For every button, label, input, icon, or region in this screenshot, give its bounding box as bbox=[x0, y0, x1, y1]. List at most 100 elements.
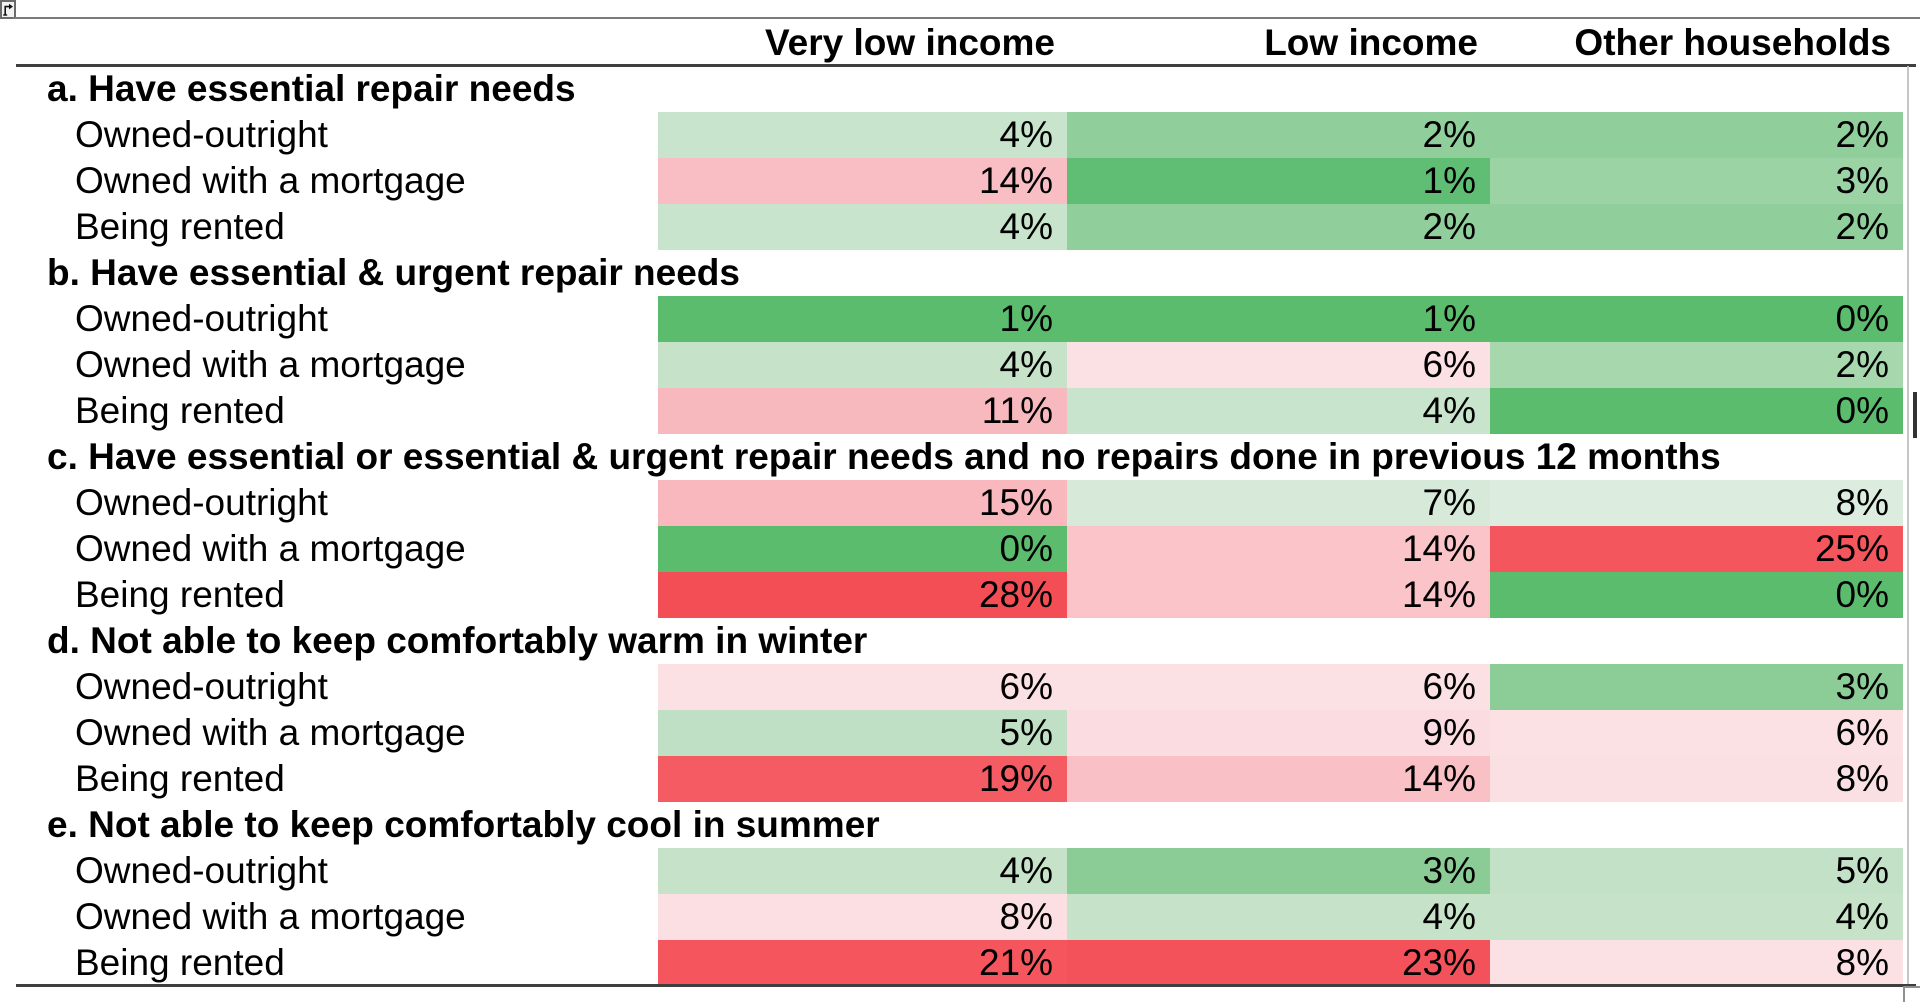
corner-resize-box[interactable] bbox=[1903, 986, 1920, 1002]
header-row: Very low income Low income Other househo… bbox=[16, 20, 1903, 66]
row-label-cell[interactable]: Owned-outright bbox=[75, 298, 328, 339]
bent-arrow-icon[interactable] bbox=[0, 0, 16, 19]
value-cell[interactable]: 1% bbox=[1067, 296, 1490, 342]
value-cell[interactable]: 23% bbox=[1067, 940, 1490, 986]
value-cell[interactable]: 14% bbox=[1067, 526, 1490, 572]
value-cell[interactable]: 14% bbox=[1067, 756, 1490, 802]
value-cell[interactable]: 0% bbox=[658, 526, 1067, 572]
row-label-cell[interactable]: Owned with a mortgage bbox=[75, 344, 466, 385]
column-header-low-income: Low income bbox=[1264, 22, 1478, 63]
value-cell[interactable]: 8% bbox=[1490, 756, 1903, 802]
value-cell[interactable]: 0% bbox=[1490, 296, 1903, 342]
row-label-cell[interactable]: Owned-outright bbox=[75, 482, 328, 523]
value-cell[interactable]: 5% bbox=[1490, 848, 1903, 894]
value-cell[interactable]: 4% bbox=[658, 848, 1067, 894]
top-rule bbox=[13, 17, 1920, 19]
table-row: Being rented 4% 2% 2% bbox=[16, 204, 1903, 250]
section-title-row: b. Have essential & urgent repair needs bbox=[16, 250, 1903, 296]
value-cell[interactable]: 2% bbox=[1490, 342, 1903, 388]
row-label-cell[interactable]: Owned with a mortgage bbox=[75, 896, 466, 937]
value-cell[interactable]: 2% bbox=[1067, 112, 1490, 158]
value-cell[interactable]: 2% bbox=[1490, 204, 1903, 250]
section-title: e. Not able to keep comfortably cool in … bbox=[47, 804, 880, 845]
section-title: a. Have essential repair needs bbox=[47, 68, 576, 109]
value-cell[interactable]: 4% bbox=[1067, 894, 1490, 940]
value-cell[interactable]: 6% bbox=[1490, 710, 1903, 756]
row-label-cell[interactable]: Owned with a mortgage bbox=[75, 160, 466, 201]
table-row: Being rented 11% 4% 0% bbox=[16, 388, 1903, 434]
table-row: Owned with a mortgage 0% 14% 25% bbox=[16, 526, 1903, 572]
row-label-cell[interactable]: Owned-outright bbox=[75, 114, 328, 155]
row-label-cell[interactable]: Being rented bbox=[75, 574, 285, 615]
value-cell[interactable]: 6% bbox=[1067, 342, 1490, 388]
table-row: Owned with a mortgage 5% 9% 6% bbox=[16, 710, 1903, 756]
table-row: Owned-outright 4% 2% 2% bbox=[16, 112, 1903, 158]
table-row: Being rented 21% 23% 8% bbox=[16, 940, 1903, 986]
value-cell[interactable]: 0% bbox=[1490, 572, 1903, 618]
value-cell[interactable]: 7% bbox=[1067, 480, 1490, 526]
value-cell[interactable]: 25% bbox=[1490, 526, 1903, 572]
table-body: a. Have essential repair needs Owned-outr… bbox=[16, 66, 1903, 986]
value-cell[interactable]: 3% bbox=[1490, 158, 1903, 204]
value-cell[interactable]: 2% bbox=[1067, 204, 1490, 250]
table-row: Owned-outright 6% 6% 3% bbox=[16, 664, 1903, 710]
value-cell[interactable]: 8% bbox=[658, 894, 1067, 940]
value-cell[interactable]: 4% bbox=[1067, 388, 1490, 434]
value-cell[interactable]: 4% bbox=[1490, 894, 1903, 940]
header-spacer bbox=[16, 20, 658, 66]
value-cell[interactable]: 21% bbox=[658, 940, 1067, 986]
value-cell[interactable]: 9% bbox=[1067, 710, 1490, 756]
row-label-cell[interactable]: Being rented bbox=[75, 390, 285, 431]
value-cell[interactable]: 6% bbox=[1067, 664, 1490, 710]
table-row: Owned with a mortgage 8% 4% 4% bbox=[16, 894, 1903, 940]
row-label-cell[interactable]: Owned with a mortgage bbox=[75, 528, 466, 569]
value-cell[interactable]: 1% bbox=[1067, 158, 1490, 204]
value-cell[interactable]: 28% bbox=[658, 572, 1067, 618]
value-cell[interactable]: 4% bbox=[658, 112, 1067, 158]
value-cell[interactable]: 4% bbox=[658, 342, 1067, 388]
value-cell[interactable]: 0% bbox=[1490, 388, 1903, 434]
section-title: b. Have essential & urgent repair needs bbox=[47, 252, 740, 293]
row-label-cell[interactable]: Being rented bbox=[75, 206, 285, 247]
value-cell[interactable]: 5% bbox=[658, 710, 1067, 756]
table-row: Owned-outright 4% 3% 5% bbox=[16, 848, 1903, 894]
table-row: Owned with a mortgage 4% 6% 2% bbox=[16, 342, 1903, 388]
bent-arrow-glyph bbox=[3, 3, 13, 16]
row-label-cell[interactable]: Owned-outright bbox=[75, 850, 328, 891]
section-title: d. Not able to keep comfortably warm in … bbox=[47, 620, 868, 661]
value-cell[interactable]: 1% bbox=[658, 296, 1067, 342]
value-cell[interactable]: 6% bbox=[658, 664, 1067, 710]
row-label-cell[interactable]: Owned with a mortgage bbox=[75, 712, 466, 753]
table-row: Owned-outright 15% 7% 8% bbox=[16, 480, 1903, 526]
value-cell[interactable]: 4% bbox=[658, 204, 1067, 250]
value-cell[interactable]: 8% bbox=[1490, 940, 1903, 986]
value-cell[interactable]: 14% bbox=[658, 158, 1067, 204]
table-row: Being rented 19% 14% 8% bbox=[16, 756, 1903, 802]
value-cell[interactable]: 3% bbox=[1490, 664, 1903, 710]
value-cell[interactable]: 14% bbox=[1067, 572, 1490, 618]
bottom-rule bbox=[16, 984, 1916, 987]
row-label-cell[interactable]: Being rented bbox=[75, 942, 285, 983]
value-cell[interactable]: 11% bbox=[658, 388, 1067, 434]
value-cell[interactable]: 3% bbox=[1067, 848, 1490, 894]
value-cell[interactable]: 19% bbox=[658, 756, 1067, 802]
value-cell[interactable]: 2% bbox=[1490, 112, 1903, 158]
header-rule bbox=[16, 64, 1916, 67]
section-title-row: c. Have essential or essential & urgent … bbox=[16, 434, 1903, 480]
table-row: Owned with a mortgage 14% 1% 3% bbox=[16, 158, 1903, 204]
row-label-cell[interactable]: Owned-outright bbox=[75, 666, 328, 707]
heatmap-table: Very low income Low income Other househo… bbox=[16, 20, 1903, 986]
table-row: Owned-outright 1% 1% 0% bbox=[16, 296, 1903, 342]
column-header-very-low-income: Very low income bbox=[765, 22, 1055, 63]
section-title-row: e. Not able to keep comfortably cool in … bbox=[16, 802, 1903, 848]
section-title-row: d. Not able to keep comfortably warm in … bbox=[16, 618, 1903, 664]
column-header-other-households: Other households bbox=[1574, 22, 1891, 63]
cursor-artifact bbox=[1913, 392, 1917, 438]
value-cell[interactable]: 15% bbox=[658, 480, 1067, 526]
section-title: c. Have essential or essential & urgent … bbox=[47, 436, 1721, 477]
row-label-cell[interactable]: Being rented bbox=[75, 758, 285, 799]
value-cell[interactable]: 8% bbox=[1490, 480, 1903, 526]
right-edge-line bbox=[1907, 66, 1909, 984]
section-title-row: a. Have essential repair needs bbox=[16, 66, 1903, 112]
